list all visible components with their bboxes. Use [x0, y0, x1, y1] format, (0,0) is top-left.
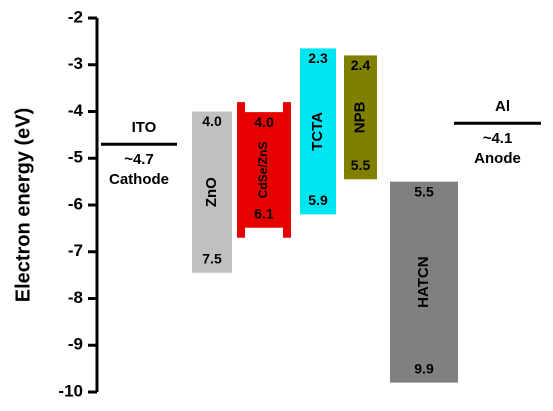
electrode-role: Anode: [474, 150, 521, 167]
y-tick-label: -5: [68, 148, 83, 167]
bottom-level-label: 5.9: [308, 192, 328, 208]
level-bar: [390, 181, 458, 383]
bar-name: CdSe/ZnS: [256, 142, 270, 199]
level-bar: [300, 48, 336, 215]
electrode-value: ~4.7: [124, 151, 154, 168]
y-tick-label: -9: [68, 335, 83, 354]
electrode-role: Cathode: [109, 171, 169, 188]
bar-name: NPB: [351, 101, 368, 133]
level-bar: [192, 111, 232, 273]
top-level-label: 5.5: [414, 183, 434, 199]
bottom-level-label: 9.9: [414, 360, 434, 376]
level-bar: [237, 102, 291, 238]
y-tick-label: -6: [68, 194, 83, 213]
electrode-value: ~4.1: [483, 130, 513, 147]
top-level-label: 2.4: [351, 57, 371, 73]
bottom-level-label: 5.5: [351, 157, 371, 173]
top-level-label: 2.3: [308, 50, 328, 66]
level-bar: [344, 55, 377, 180]
bottom-level-label: 6.1: [254, 205, 274, 221]
bar-name: TCTA: [309, 112, 326, 151]
y-tick-label: -7: [68, 241, 83, 260]
y-tick-label: -8: [68, 288, 83, 307]
electrode-name: ITO: [132, 119, 157, 136]
electrode-name: Al: [495, 98, 510, 115]
bottom-level-label: 7.5: [202, 250, 222, 266]
bar-name: HATCN: [415, 256, 432, 307]
y-tick-label: -4: [68, 101, 84, 120]
bar-name: ZnO: [203, 177, 220, 207]
top-level-label: 4.0: [202, 113, 222, 129]
top-level-label: 4.0: [254, 114, 274, 130]
y-tick-label: -2: [68, 7, 83, 26]
y-tick-label: -10: [58, 381, 83, 400]
y-tick-label: -3: [68, 54, 83, 73]
y-axis-label: Electron energy (eV): [12, 108, 34, 303]
